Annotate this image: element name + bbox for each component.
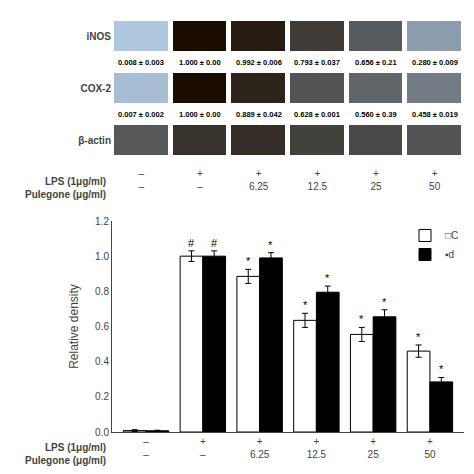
svg-text:1.2: 1.2 [95,216,109,227]
svg-text:1.0: 1.0 [95,251,109,262]
svg-text:*: * [246,255,251,267]
svg-text:COX-2: COX-2 [80,83,111,94]
svg-text:0.560 ± 0.39: 0.560 ± 0.39 [355,110,397,119]
svg-text:+50: +50 [424,436,436,460]
svg-text:LPS (1μg/ml)Pulegone (μg/ml): LPS (1μg/ml)Pulegone (μg/ml) [25,442,106,466]
svg-text:0.0: 0.0 [95,427,109,438]
svg-text:0.6: 0.6 [95,321,109,332]
svg-text:0.007 ± 0.002: 0.007 ± 0.002 [118,110,164,119]
svg-text:0.656 ± 0.21: 0.656 ± 0.21 [355,58,397,67]
svg-text:+25: +25 [368,436,380,460]
svg-text:0.2: 0.2 [95,391,109,402]
svg-text:*: * [359,313,364,325]
svg-text:1.000 ± 0.00: 1.000 ± 0.00 [179,110,221,119]
svg-text:▪d: ▪d [445,249,454,260]
svg-text:0.008 ± 0.003: 0.008 ± 0.003 [118,58,164,67]
svg-text:+6.25: +6.25 [250,436,270,460]
svg-text:0.889 ± 0.042: 0.889 ± 0.042 [236,110,282,119]
svg-text:0.280 ± 0.009: 0.280 ± 0.009 [412,58,458,67]
svg-text:LPS (1μg/ml)Pulegone (μg/ml): LPS (1μg/ml)Pulegone (μg/ml) [25,176,106,200]
svg-text:0.992 ± 0.006: 0.992 ± 0.006 [236,58,282,67]
svg-text:*: * [268,239,273,251]
svg-text:+12.5: +12.5 [308,168,328,192]
svg-text:0.793 ± 0.037: 0.793 ± 0.037 [294,58,340,67]
svg-text:––: –– [143,436,149,460]
svg-text:*: * [325,272,330,284]
svg-text:+–: +– [200,436,206,460]
svg-text:1.000 ± 0.00: 1.000 ± 0.00 [179,58,221,67]
svg-text:+50: +50 [429,168,441,192]
svg-text:#: # [188,237,195,249]
svg-text:iNOS: iNOS [87,31,112,42]
svg-text:+12.5: +12.5 [307,436,327,460]
svg-text:*: * [382,296,387,308]
svg-text:0.458 ± 0.019: 0.458 ± 0.019 [412,110,458,119]
svg-text:*: * [439,363,444,375]
svg-text:0.628 ± 0.001: 0.628 ± 0.001 [294,110,340,119]
svg-text:+25: +25 [370,168,382,192]
svg-text:––: –– [139,168,145,192]
svg-text:0.4: 0.4 [95,356,109,367]
svg-text:*: * [416,331,421,343]
svg-text:+6.25: +6.25 [249,168,269,192]
svg-text:0.8: 0.8 [95,286,109,297]
svg-text:Relative density: Relative density [67,284,81,369]
svg-text:*: * [303,299,308,311]
svg-text:#: # [211,237,218,249]
svg-text:+–: +– [197,168,203,192]
svg-text:□C: □C [445,230,458,241]
svg-text:β-actin: β-actin [78,135,111,146]
